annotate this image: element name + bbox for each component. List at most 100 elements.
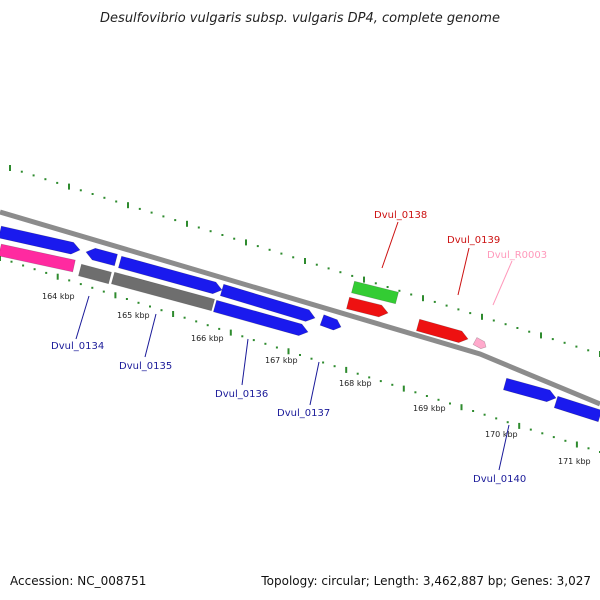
- inner-tick: [425, 395, 428, 397]
- scale-label-167: 167 kbp: [265, 356, 298, 365]
- cds-feature: [85, 247, 118, 267]
- inner-tick: [460, 404, 463, 411]
- outer-tick: [575, 345, 578, 348]
- inner-tick: [0, 255, 1, 261]
- inner-tick: [79, 283, 82, 286]
- inner-tick: [575, 441, 578, 448]
- inner-tick: [310, 357, 313, 360]
- outer-tick: [20, 170, 23, 173]
- inner-tick: [10, 260, 13, 263]
- outer-tick: [304, 258, 306, 264]
- scale-label-170: 170 kbp: [485, 430, 518, 439]
- outer-tick: [528, 330, 531, 333]
- outer-tick: [433, 300, 436, 303]
- inner-tick: [472, 410, 475, 412]
- rna-feature: [472, 337, 487, 350]
- gene-label-dvul-0135[interactable]: Dvul_0135: [119, 361, 172, 372]
- gene-label-dvul-r0003[interactable]: Dvul_R0003: [487, 250, 547, 261]
- inner-tick: [183, 316, 186, 319]
- gene-label-dvul-0137[interactable]: Dvul_0137: [277, 408, 330, 419]
- inner-tick: [529, 428, 532, 431]
- outer-tick: [209, 230, 212, 233]
- inner-tick: [125, 298, 128, 300]
- scale-label-169: 169 kbp: [413, 404, 446, 413]
- gene-label-leaders: [75, 221, 513, 471]
- gene-label-dvul-0140[interactable]: Dvul_0140: [473, 474, 526, 485]
- outer-tick: [339, 271, 342, 274]
- cds-feature: [0, 243, 76, 273]
- gene-label-dvul-0139[interactable]: Dvul_0139: [447, 235, 500, 246]
- leader-dvul-0134: [75, 295, 90, 340]
- inner-tick: [264, 342, 267, 345]
- leader-dvul-0138: [381, 221, 399, 269]
- outer-tick: [197, 226, 200, 229]
- outer-tick: [32, 174, 35, 177]
- leader-dvul-0137: [309, 361, 320, 406]
- scale-label-168: 168 kbp: [339, 379, 372, 388]
- scale-labels: 164 kbp 165 kbp 166 kbp 167 kbp 168 kbp …: [42, 292, 591, 466]
- outer-tick: [245, 239, 247, 246]
- outer-tick: [315, 263, 318, 266]
- outer-tick: [504, 323, 507, 326]
- outer-tick: [186, 220, 188, 227]
- gene-label-dvul-0136[interactable]: Dvul_0136: [215, 389, 268, 400]
- outer-tick: [422, 295, 424, 302]
- cds-feature: [416, 318, 469, 343]
- gene-features: [0, 225, 600, 423]
- inner-tick-row: [0, 255, 600, 453]
- inner-tick: [241, 335, 244, 338]
- cds-feature: [346, 296, 389, 318]
- outer-tick-row: [9, 165, 600, 357]
- inner-tick: [102, 290, 105, 293]
- cds-feature: [503, 377, 557, 403]
- inner-tick: [299, 354, 301, 356]
- cds-feature: [219, 283, 316, 322]
- outer-tick: [445, 304, 448, 307]
- cds-feature: [111, 271, 215, 312]
- inner-tick: [91, 286, 94, 289]
- scale-label-166: 166 kbp: [191, 334, 224, 343]
- scale-label-171: 171 kbp: [558, 457, 591, 466]
- inner-tick: [356, 372, 359, 375]
- outer-tick: [457, 308, 460, 311]
- inner-tick: [483, 413, 486, 416]
- outer-tick: [481, 313, 483, 320]
- outer-tick: [327, 267, 330, 270]
- inner-tick: [564, 439, 567, 442]
- inner-tick: [414, 391, 417, 394]
- cds-feature: [0, 225, 81, 255]
- inner-tick: [379, 380, 382, 383]
- outer-tick: [516, 327, 519, 329]
- outer-tick: [374, 282, 377, 285]
- inner-tick: [368, 376, 371, 379]
- outer-tick: [115, 200, 118, 203]
- outer-tick: [256, 245, 259, 248]
- inner-tick: [345, 366, 348, 373]
- inner-tick: [552, 436, 555, 439]
- inner-tick: [541, 432, 544, 435]
- genome-backbone: [0, 209, 600, 407]
- cds-feature: [319, 314, 342, 331]
- outer-tick: [233, 237, 236, 240]
- outer-tick: [68, 183, 70, 190]
- gene-label-dvul-0138[interactable]: Dvul_0138: [374, 210, 427, 221]
- inner-tick: [218, 327, 221, 330]
- scale-label-165: 165 kbp: [117, 311, 150, 320]
- inner-tick: [449, 402, 451, 405]
- outer-tick: [398, 289, 401, 292]
- inner-tick: [22, 264, 25, 267]
- inner-tick: [333, 365, 336, 368]
- outer-tick: [91, 193, 94, 195]
- outer-tick: [363, 276, 365, 283]
- inner-tick: [229, 329, 232, 336]
- inner-tick: [495, 417, 498, 420]
- inner-tick: [114, 292, 117, 299]
- leader-dvul-0140: [498, 424, 510, 471]
- outer-tick: [280, 252, 283, 255]
- inner-tick: [149, 305, 151, 308]
- cds-feature: [118, 255, 223, 295]
- outer-tick: [9, 165, 11, 171]
- gene-label-dvul-0134[interactable]: Dvul_0134: [51, 341, 104, 352]
- leader-dvul-r0003: [492, 260, 513, 306]
